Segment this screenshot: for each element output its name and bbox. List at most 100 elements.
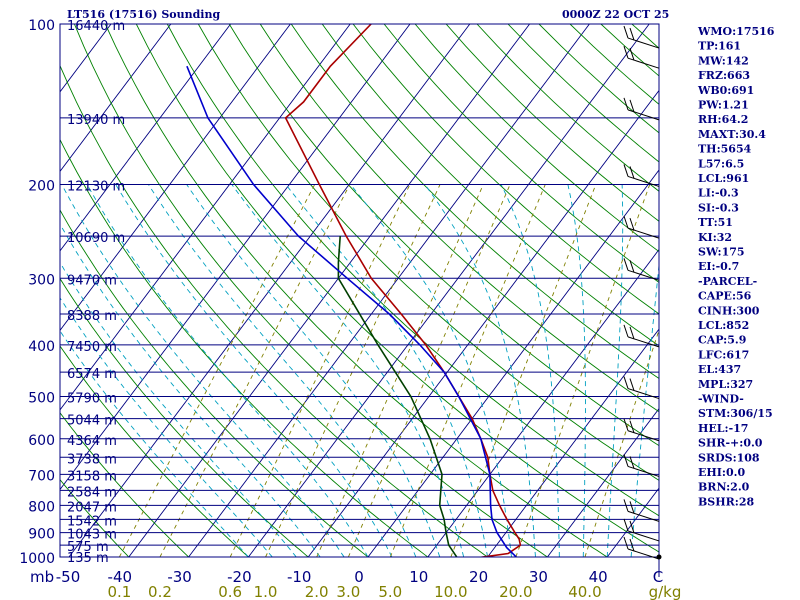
- wind-barb-flag: [629, 166, 635, 179]
- wind-barb-flag: [629, 520, 635, 534]
- isotherm-lines: [60, 24, 659, 557]
- stat-line: CAPE:56: [698, 290, 752, 303]
- height-label: 5790 m: [67, 392, 117, 407]
- wind-barb-flag: [623, 454, 629, 467]
- mixing-ratio-line: [229, 184, 411, 557]
- dry-adiabat-line: [569, 24, 659, 105]
- mixing-ratio-tick-label: 0.6: [218, 583, 242, 600]
- stat-line: PW:1.21: [698, 99, 749, 112]
- wind-barb-staff: [627, 109, 660, 121]
- temperature-tick-label: 20: [469, 568, 488, 586]
- moist-adiabat-line: [500, 184, 560, 557]
- wind-barb-flag: [623, 215, 629, 229]
- chart-frame: [59, 23, 660, 577]
- isotherm-line: [60, 24, 411, 491]
- stat-line: EL:437: [698, 363, 741, 376]
- stat-line: -PARCEL-: [698, 275, 757, 288]
- wind-barb-flag: [629, 501, 635, 514]
- mixing-ratio-lines: [118, 184, 659, 557]
- stat-line: LCL:961: [698, 172, 749, 185]
- wind-barb-flag: [623, 164, 629, 177]
- pressure-tick-label: 500: [28, 391, 55, 407]
- wind-barb-staff: [627, 430, 660, 442]
- mixing-ratio-tick-label: 5.0: [378, 583, 402, 600]
- temperature-tick-label: 10: [409, 568, 428, 586]
- stat-line: MW:142: [698, 54, 749, 67]
- dry-adiabat-line: [166, 24, 659, 517]
- wind-barb-staff: [627, 510, 660, 522]
- isotherm-line: [60, 24, 351, 411]
- mixing-ratio-line: [389, 184, 546, 557]
- temperature-tick-label: 40: [589, 568, 608, 586]
- dry-adiabat-line: [538, 24, 659, 134]
- mixing-ratio-unit-label: g/kg: [649, 583, 682, 600]
- wind-barb-flag: [623, 324, 629, 338]
- pressure-tick-label: 700: [28, 468, 55, 484]
- stat-line: SW:175: [698, 246, 745, 259]
- wind-barb-flag: [629, 260, 635, 273]
- height-label: 2584 m: [67, 485, 117, 500]
- mixing-ratio-tick-label: 20.0: [499, 583, 532, 600]
- mixing-ratio-line: [347, 184, 511, 557]
- wind-barb-staff: [627, 227, 660, 239]
- dry-adiabat-line: [135, 24, 659, 553]
- temperature-tick-label: C: [653, 568, 663, 586]
- wind-barb-flag: [629, 326, 635, 340]
- temperature-tick-label: -20: [227, 568, 252, 586]
- isotherm-line: [60, 24, 172, 173]
- stat-line: TH:5654: [698, 143, 752, 156]
- isotherm-line: [188, 24, 590, 557]
- mixing-ratio-tick-label: 40.0: [568, 583, 601, 600]
- stat-line: L57:6.5: [698, 157, 744, 170]
- stat-line: WMO:17516: [697, 25, 775, 38]
- wind-barb-flag: [623, 536, 629, 550]
- height-label: 9470 m: [67, 273, 117, 288]
- wind-barb-flag: [623, 97, 629, 111]
- dry-adiabat-lines: [60, 24, 659, 557]
- moist-adiabat-line: [350, 184, 512, 557]
- temperature-tick-label: 0: [354, 568, 364, 586]
- isotherm-line: [427, 248, 659, 557]
- pressure-tick-label: 200: [28, 178, 55, 194]
- stat-line: CINH:300: [698, 304, 760, 317]
- stat-line: EI:-0.7: [698, 260, 739, 273]
- stat-line: LCL:852: [698, 319, 749, 332]
- moist-adiabat-line: [86, 184, 369, 557]
- wind-barb-flag: [629, 27, 635, 41]
- height-label: 7450 m: [67, 340, 117, 355]
- dry-adiabat-line: [60, 209, 369, 557]
- parcel-profile-line: [186, 65, 518, 557]
- chart-time: 0000Z 22 OCT 25: [562, 8, 669, 21]
- wind-barb-staff: [627, 57, 660, 69]
- height-label: 2047 m: [67, 500, 117, 515]
- height-label: 3158 m: [67, 469, 117, 484]
- wind-barb-flag: [629, 456, 635, 469]
- moist-adiabat-line: [148, 184, 417, 557]
- pressure-tick-label: 600: [28, 433, 55, 449]
- stat-line: -WIND-: [698, 393, 744, 406]
- stat-line: SHR-+:0.0: [698, 437, 763, 450]
- wind-barbs: [623, 25, 662, 560]
- moist-adiabat-line: [606, 184, 624, 557]
- wind-barb-flag: [629, 48, 635, 61]
- height-label: 5044 m: [67, 414, 117, 429]
- isotherm-line: [60, 24, 231, 252]
- wind-barb-flag: [629, 538, 635, 552]
- mixing-ratio-tick-label: 0.2: [148, 583, 172, 600]
- wind-barb-flag: [629, 99, 635, 113]
- wind-surface-dot: [656, 554, 662, 560]
- pressure-unit-label: mb: [30, 568, 54, 586]
- isotherm-line: [60, 24, 291, 332]
- wind-barb-flag: [623, 499, 629, 512]
- wind-barb-flag: [629, 378, 635, 391]
- height-label: 4364 m: [67, 434, 117, 449]
- moist-adiabat-line: [567, 184, 586, 557]
- isotherm-line: [68, 24, 471, 557]
- stat-line: SI:-0.3: [698, 201, 739, 214]
- stat-line: MAXT:30.4: [698, 128, 766, 141]
- mixing-ratio-line: [584, 328, 659, 557]
- wind-barb-flag: [629, 420, 635, 433]
- pressure-tick-label: 1000: [19, 551, 55, 567]
- mixing-ratio-line: [450, 184, 597, 557]
